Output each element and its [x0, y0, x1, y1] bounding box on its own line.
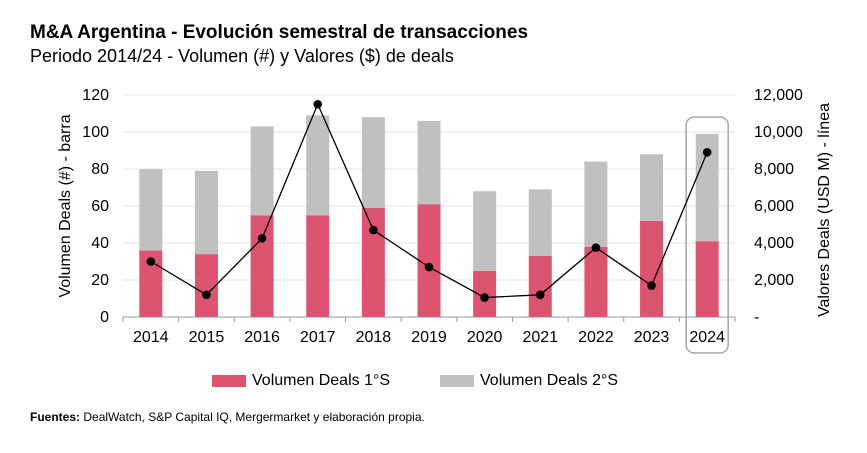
y2-tick-label: 4,000	[754, 235, 794, 252]
bar-1s	[139, 250, 163, 317]
x-tick-label: 2014	[133, 329, 169, 346]
y2-tick-label: 6,000	[754, 198, 794, 215]
value-point	[424, 262, 434, 272]
y-tick-label: 0	[100, 309, 109, 326]
value-point	[202, 290, 211, 300]
y-tick-label: 120	[82, 87, 109, 104]
bar-2s	[306, 115, 330, 216]
value-point	[313, 99, 323, 109]
value-point	[369, 225, 378, 235]
x-tick-label: 2021	[522, 329, 558, 346]
y-tick-label: 80	[91, 161, 109, 178]
bar-2s	[361, 117, 385, 208]
highlight-box	[685, 116, 729, 354]
value-point	[257, 234, 267, 243]
legend-label-2s: Volumen Deals 2°S	[480, 372, 619, 389]
x-tick-label: 2019	[411, 329, 447, 346]
value-point	[480, 293, 489, 302]
x-tick-label: 2024	[689, 329, 725, 346]
legend: Volumen Deals 1°S Volumen Deals 2°S	[0, 372, 867, 396]
bar-2s	[250, 126, 274, 216]
source-note: Fuentes: DealWatch, S&P Capital IQ, Merg…	[30, 410, 425, 424]
y2-tick-label: -	[754, 309, 759, 326]
bar-1s	[194, 254, 218, 317]
legend-swatch-2s	[440, 375, 474, 387]
value-point	[591, 243, 601, 252]
y-tick-label: 40	[91, 235, 109, 252]
x-tick-label: 2023	[634, 329, 670, 346]
y-tick-label: 60	[91, 198, 109, 215]
bar-2s	[194, 170, 218, 255]
bar-1s	[584, 246, 608, 317]
x-tick-label: 2020	[467, 329, 503, 346]
value-point	[535, 290, 545, 300]
bar-1s	[417, 204, 441, 317]
legend-item-1s: Volumen Deals 1°S	[212, 372, 390, 390]
bar-2s	[417, 120, 441, 205]
y2-tick-label: 8,000	[754, 161, 794, 178]
x-tick-label: 2016	[244, 329, 280, 346]
y2-tick-label: 10,000	[754, 124, 803, 141]
bar-1s	[306, 215, 330, 317]
y-tick-label: 100	[82, 124, 109, 141]
x-tick-label: 2022	[578, 329, 614, 346]
legend-label-1s: Volumen Deals 1°S	[252, 372, 391, 389]
y2-tick-label: 12,000	[754, 87, 803, 104]
bar-2s	[528, 189, 552, 256]
bar-1s	[361, 207, 385, 317]
y2-tick-label: 2,000	[754, 272, 794, 289]
x-tick-label: 2015	[189, 329, 225, 346]
chart-subtitle: Periodo 2014/24 - Volumen (#) y Valores …	[30, 46, 454, 66]
bar-2s	[473, 191, 497, 271]
y-tick-label: 20	[91, 272, 109, 289]
value-point	[146, 257, 156, 266]
bar-1s	[250, 215, 274, 317]
value-point	[702, 148, 712, 157]
source-label: Fuentes:	[30, 410, 81, 424]
x-tick-label: 2017	[300, 329, 336, 346]
chart-title: M&A Argentina - Evolución semestral de t…	[30, 22, 529, 43]
y-axis-title: Volumen Deals (#) - barra	[57, 114, 74, 297]
chart-area: 0 20 40 60 80 100 120 - 2,000 4,000 6,000 8,000 10,0…	[57, 87, 833, 354]
value-point	[647, 281, 656, 290]
bar-2s	[139, 169, 163, 251]
legend-swatch-1s	[212, 375, 246, 387]
bar-2s	[584, 161, 608, 247]
bar-2s	[695, 133, 719, 242]
x-tick-label: 2018	[356, 329, 392, 346]
bar-1s	[528, 255, 552, 317]
bar-2s	[640, 154, 664, 221]
y2-axis-title: Valores Deals (USD M) - línea	[816, 103, 833, 317]
bar-1s	[640, 220, 664, 317]
bar-1s	[695, 241, 719, 317]
legend-item-2s: Volumen Deals 2°S	[440, 372, 618, 390]
source-text: DealWatch, S&P Capital IQ, Mergermarket …	[80, 410, 425, 424]
